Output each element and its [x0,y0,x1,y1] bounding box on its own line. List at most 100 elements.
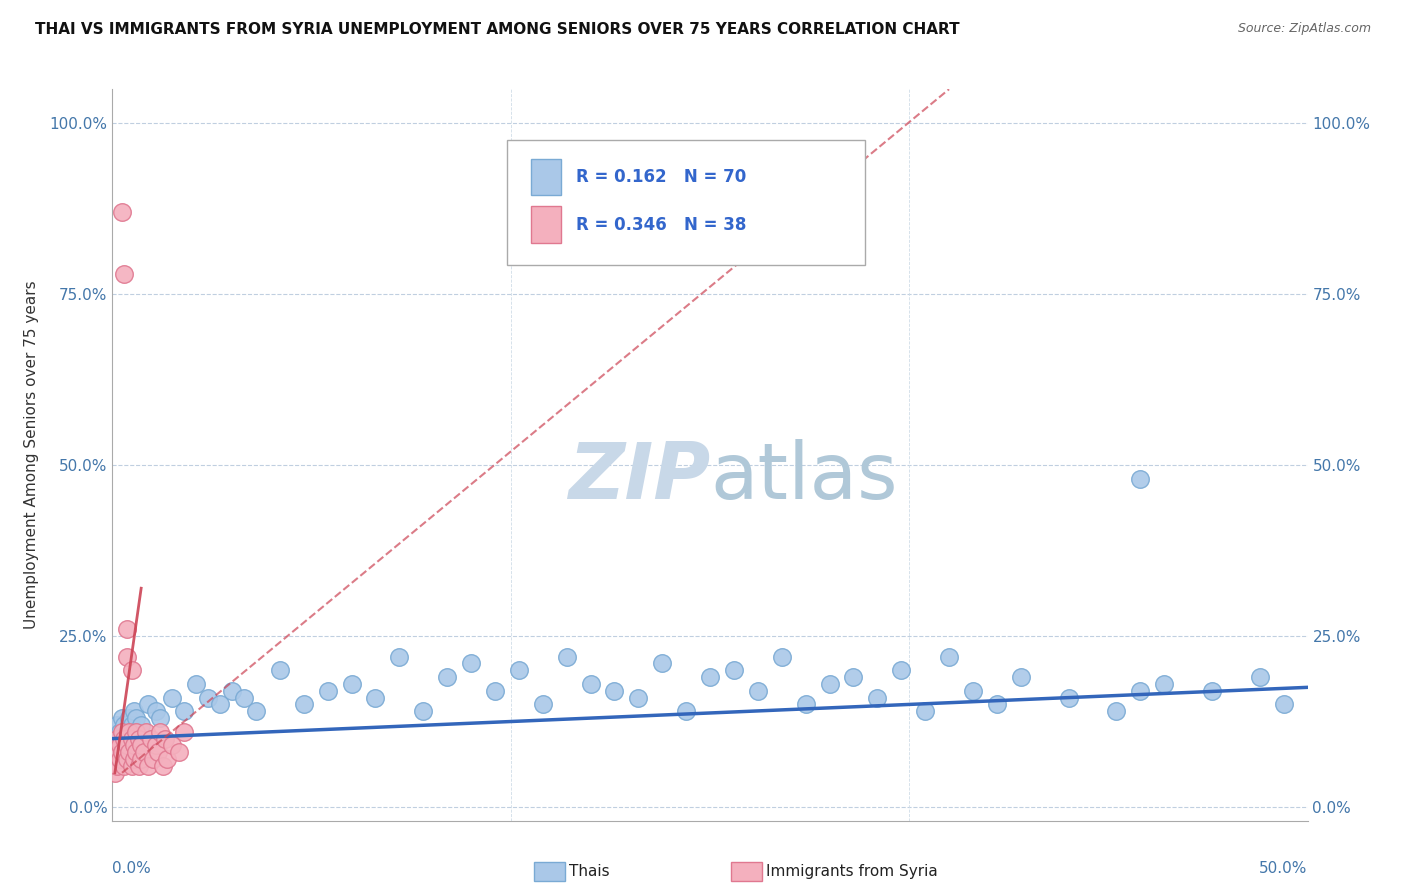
FancyBboxPatch shape [508,140,866,265]
Point [460,657,482,671]
Point [145,739,167,753]
FancyBboxPatch shape [531,159,561,195]
Point [139,731,162,746]
Point [269,663,291,677]
Point [105,759,128,773]
Point [156,752,179,766]
Point [627,690,650,705]
Point [104,765,127,780]
Point [1057,690,1080,705]
Point [651,657,673,671]
Point [108,739,131,753]
Point [197,690,219,705]
Point [770,649,793,664]
Point [146,745,169,759]
Point [173,724,195,739]
Point [169,745,191,759]
Point [292,698,315,712]
Point [173,704,195,718]
Point [125,731,148,746]
Point [129,739,152,753]
Point [316,683,339,698]
Point [153,731,176,746]
FancyBboxPatch shape [531,206,561,243]
Point [209,698,232,712]
Point [114,267,135,281]
Point [118,724,141,739]
Point [603,683,626,698]
Point [118,711,141,725]
Point [138,698,160,712]
Text: 0.0%: 0.0% [112,861,152,876]
Point [1153,677,1175,691]
Point [842,670,865,684]
Point [866,690,889,705]
Point [555,649,578,664]
Point [118,745,141,759]
Point [233,690,256,705]
Point [962,683,984,698]
Point [108,724,131,739]
Text: Thais: Thais [569,864,610,879]
Point [412,704,434,718]
Point [115,724,138,739]
Point [1129,472,1152,486]
Point [115,739,138,753]
Point [1105,704,1128,718]
Point [818,677,841,691]
Point [114,759,135,773]
Point [121,718,143,732]
Point [938,649,960,664]
Point [484,683,506,698]
Point [111,731,134,746]
Point [104,745,127,759]
Text: R = 0.346   N = 38: R = 0.346 N = 38 [576,216,747,234]
Point [675,704,697,718]
Point [699,670,721,684]
Point [508,663,530,677]
Point [149,711,172,725]
Point [986,698,1008,712]
Point [1010,670,1032,684]
Point [111,205,134,219]
Point [125,745,148,759]
Point [122,724,145,739]
Point [162,739,183,753]
Point [436,670,458,684]
Text: Source: ZipAtlas.com: Source: ZipAtlas.com [1237,22,1371,36]
Point [108,752,131,766]
Point [111,711,134,725]
Point [121,739,143,753]
Point [162,690,183,705]
Point [723,663,745,677]
Point [125,724,148,739]
Point [105,745,128,759]
Point [890,663,912,677]
Point [121,759,143,773]
Point [121,663,143,677]
Point [132,745,155,759]
Point [114,745,135,759]
Point [105,718,128,732]
Point [104,731,127,746]
Point [1201,683,1223,698]
Point [142,752,165,766]
Point [388,649,411,664]
Point [135,724,157,739]
Point [108,739,131,753]
Text: Immigrants from Syria: Immigrants from Syria [766,864,938,879]
Point [129,752,152,766]
Point [245,704,267,718]
Point [794,698,817,712]
Text: atlas: atlas [710,439,897,515]
Point [115,622,138,636]
Point [115,739,138,753]
Point [186,677,208,691]
Point [121,731,143,746]
Point [114,718,135,732]
Point [111,745,134,759]
Point [129,718,152,732]
Point [364,690,387,705]
Point [111,724,134,739]
Point [152,759,174,773]
